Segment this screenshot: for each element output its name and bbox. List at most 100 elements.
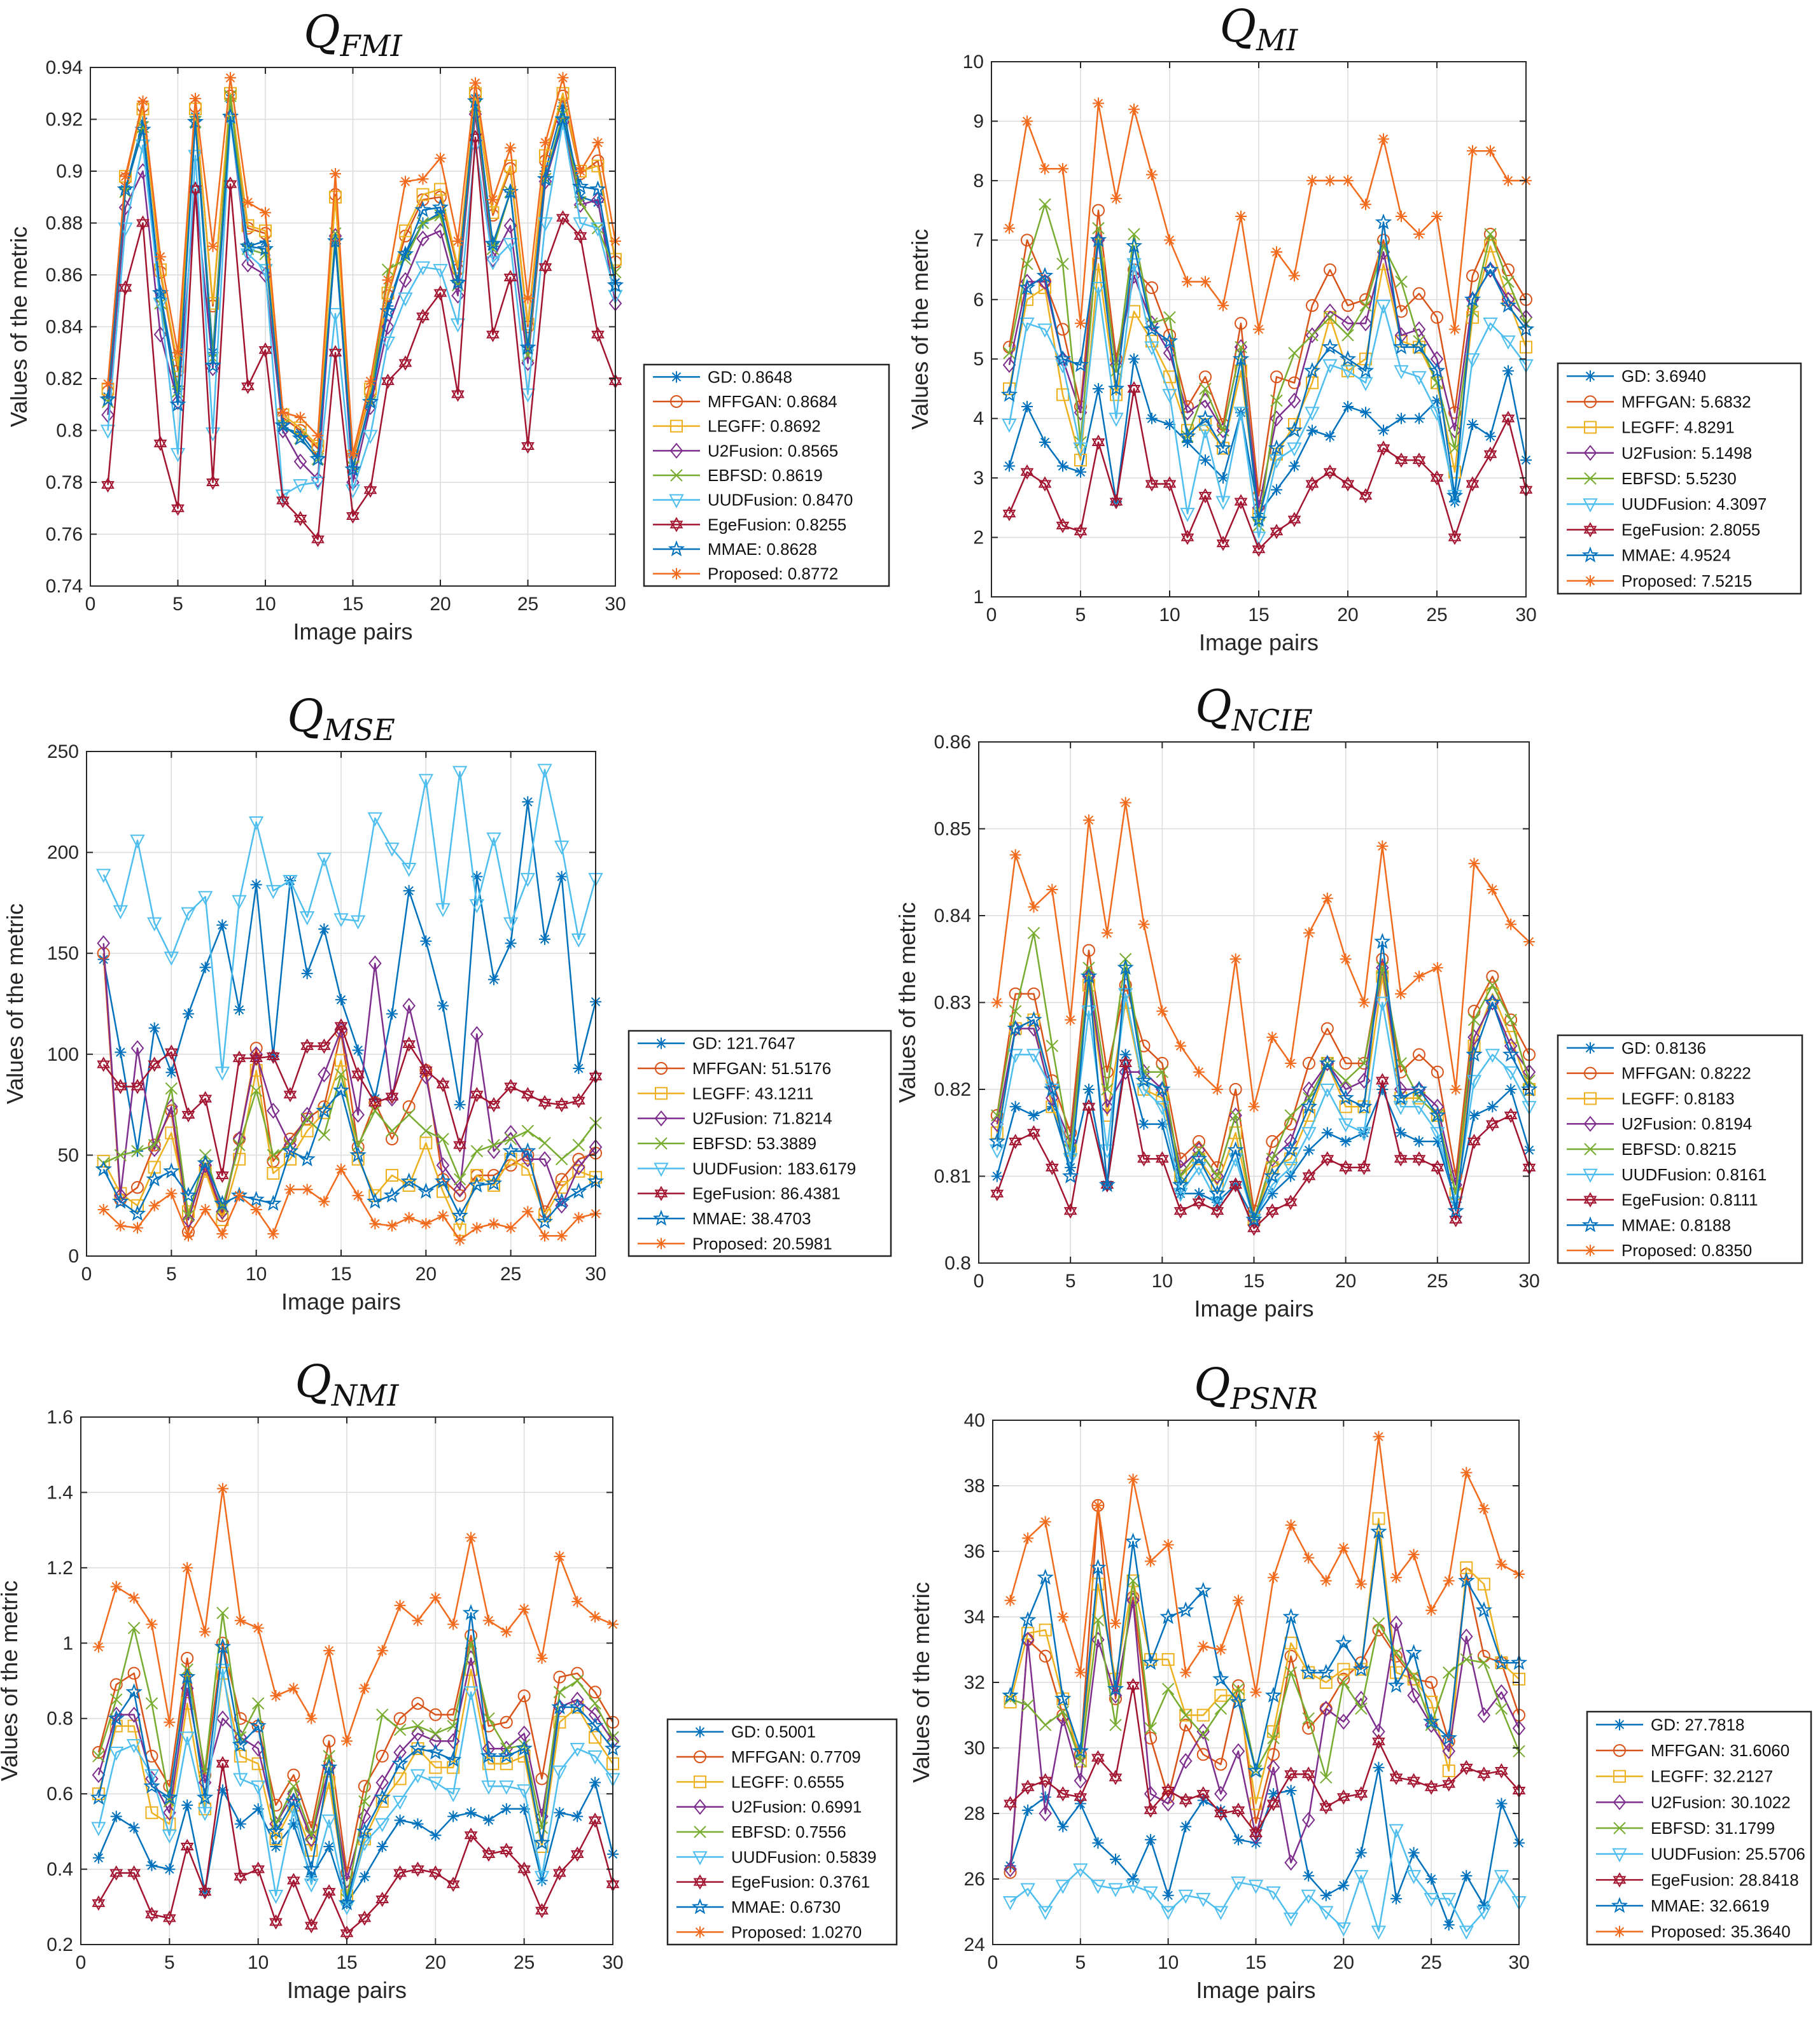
y-tick-label: 7 [973, 230, 984, 251]
data-point [267, 1228, 279, 1240]
y-tick-label: 0.76 [46, 524, 83, 545]
legend-marker [1585, 370, 1596, 382]
series-line-uudfusion [1009, 1829, 1520, 1932]
data-point [1046, 1040, 1059, 1052]
data-point [161, 1789, 178, 1805]
data-point [394, 1814, 406, 1826]
data-point [1118, 988, 1133, 1002]
data-point [1502, 1045, 1520, 1062]
data-point [293, 511, 307, 527]
data-point [1270, 370, 1283, 384]
data-point [386, 1124, 398, 1138]
data-point [572, 1159, 585, 1176]
data-point [505, 142, 516, 154]
data-point [181, 1107, 195, 1122]
data-point [1008, 1049, 1023, 1063]
data-point [1126, 1592, 1140, 1609]
data-point [391, 1754, 409, 1771]
data-point [553, 1686, 566, 1698]
chart-title-main: Q [295, 1355, 332, 1408]
data-point [1004, 1861, 1017, 1878]
data-point [500, 1842, 514, 1858]
data-point [427, 1743, 444, 1760]
legend-marker [1584, 1143, 1597, 1156]
data-point [1210, 1178, 1224, 1192]
x-tick-label: 5 [1075, 604, 1086, 625]
data-point [1389, 1615, 1403, 1631]
data-point [386, 1008, 398, 1020]
data-point [197, 1154, 214, 1171]
chart-panel-fmi: 0 5 10 15 20 25 30 0.74 0.76 0.78 0.8 0.82 0.84 0.86 0… [6, 6, 890, 645]
data-point [556, 210, 570, 226]
data-point [1264, 1686, 1282, 1703]
data-point [1214, 1689, 1228, 1702]
data-point [1502, 365, 1514, 377]
data-point [1335, 1634, 1352, 1651]
data-point [556, 870, 568, 883]
legend-marker [694, 1750, 706, 1763]
data-point [351, 1107, 365, 1123]
legend-marker [1581, 546, 1599, 562]
data-point [498, 1747, 515, 1764]
data-point [1267, 1731, 1280, 1745]
legend-label: EBFSD: 0.8619 [708, 466, 823, 485]
data-point [241, 219, 255, 232]
y-tick-label: 0.82 [934, 1079, 971, 1100]
data-point [223, 176, 237, 192]
data-point [1355, 1578, 1367, 1590]
data-point [95, 1160, 112, 1177]
data-point [249, 1084, 263, 1097]
data-point [1505, 918, 1517, 930]
legend-marker [1585, 575, 1596, 587]
data-point [312, 430, 324, 442]
data-point [335, 1068, 347, 1081]
data-point [1495, 1558, 1508, 1570]
data-point [181, 1799, 193, 1811]
data-point [155, 251, 166, 263]
data-point [1319, 1054, 1336, 1071]
data-point [1324, 174, 1336, 186]
data-point [1021, 400, 1033, 412]
data-point [179, 1186, 197, 1203]
legend-item-legff: LEGFF: 4.8291 [1567, 418, 1735, 437]
data-point [234, 1749, 247, 1763]
data-point [1144, 1802, 1158, 1818]
data-point [1459, 1759, 1473, 1775]
data-point [412, 1818, 424, 1830]
data-point [1468, 858, 1480, 870]
data-point [451, 386, 465, 402]
data-point [1182, 276, 1193, 288]
legend-item-proposed: Proposed: 20.5981 [638, 1234, 832, 1253]
data-point [402, 862, 417, 877]
data-point [1180, 508, 1195, 522]
data-point [1270, 394, 1283, 407]
chart-title-subscript: PSNR [1230, 1381, 1318, 1416]
data-point [1376, 840, 1389, 852]
data-point [519, 1142, 536, 1159]
data-point [199, 1204, 211, 1216]
data-point [1464, 290, 1481, 307]
data-point [1303, 1057, 1315, 1070]
data-point [430, 1829, 442, 1841]
legend-marker [691, 1898, 709, 1915]
data-point [1229, 953, 1242, 965]
data-point [1164, 234, 1175, 246]
data-point [179, 1731, 195, 1746]
series-line-mmae [97, 1612, 613, 1904]
data-point [333, 913, 349, 928]
data-point [470, 1169, 484, 1182]
data-point [365, 375, 376, 388]
data-point [505, 937, 517, 949]
data-point [554, 841, 570, 855]
data-point [411, 1697, 424, 1710]
data-point [435, 152, 446, 164]
data-point [92, 1641, 104, 1653]
data-point [1211, 1170, 1224, 1183]
data-point [129, 1205, 146, 1221]
data-point [1217, 300, 1229, 312]
data-point [256, 240, 274, 256]
data-point [1486, 987, 1499, 1000]
legend-item-u2fusion: U2Fusion: 0.6991 [676, 1798, 862, 1817]
data-point [1285, 1519, 1297, 1531]
legend-marker [668, 540, 685, 557]
